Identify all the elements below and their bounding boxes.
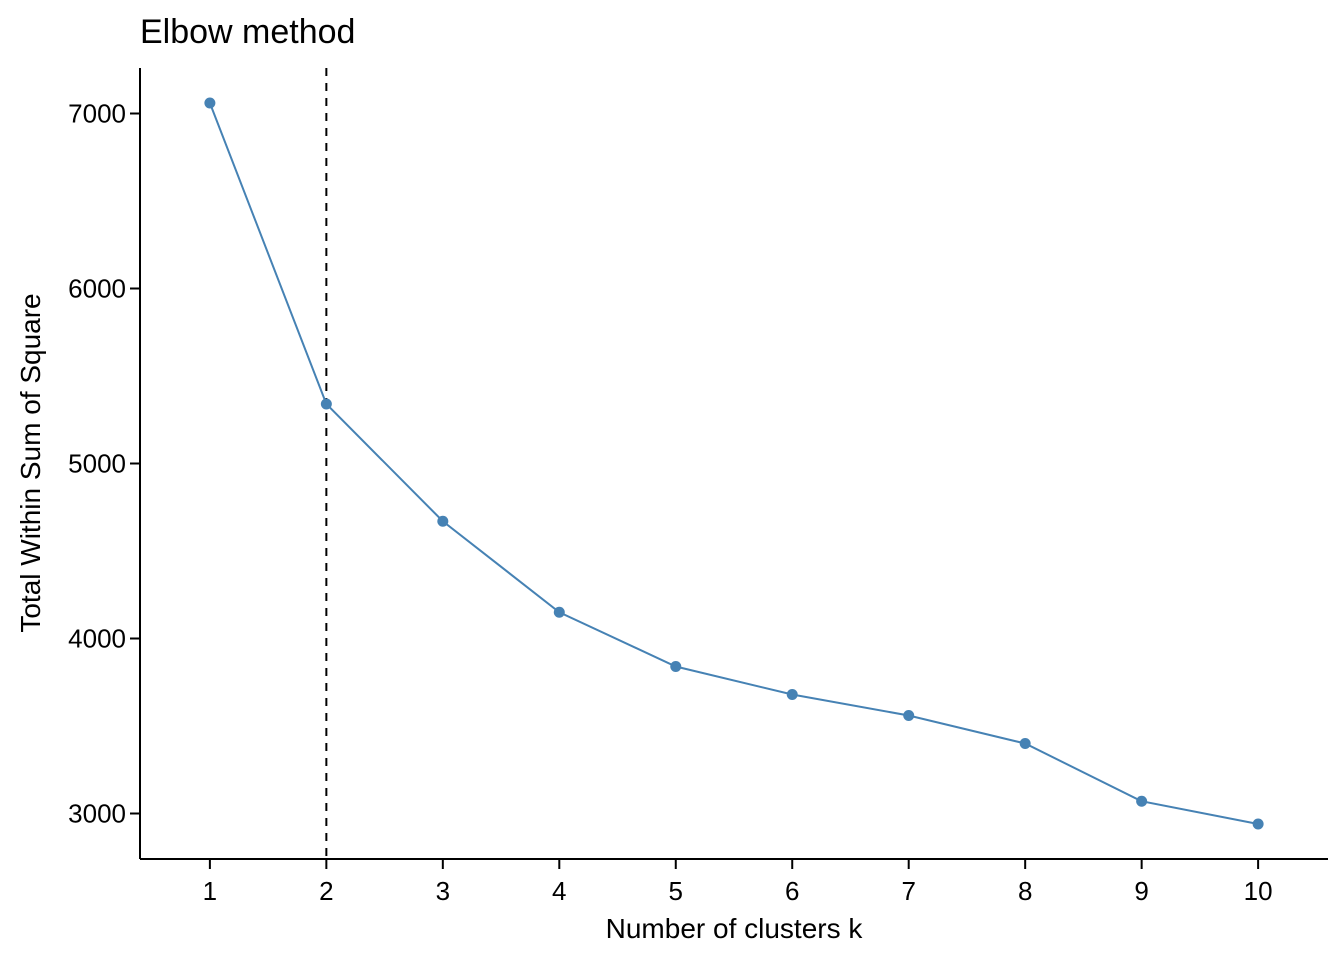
- x-tick-label: 4: [552, 876, 566, 906]
- data-point: [1019, 738, 1031, 749]
- data-point: [903, 710, 915, 721]
- y-tick-label: 6000: [68, 274, 126, 304]
- data-point: [204, 97, 216, 109]
- data-point: [320, 398, 332, 410]
- y-tick-label: 3000: [68, 799, 126, 829]
- plot-area: [204, 68, 1264, 859]
- x-tick-label: 8: [1018, 876, 1032, 906]
- data-point: [553, 606, 565, 618]
- data-point: [786, 689, 798, 700]
- x-tick-label: 1: [203, 876, 217, 906]
- x-tick-label: 5: [669, 876, 683, 906]
- x-tick-label: 3: [436, 876, 450, 906]
- data-point: [670, 661, 682, 672]
- y-tick-label: 7000: [68, 99, 126, 129]
- x-tick-label: 6: [785, 876, 799, 906]
- series-line: [208, 102, 1259, 825]
- chart-title: Elbow method: [140, 13, 355, 51]
- x-tick-label: 9: [1134, 876, 1148, 906]
- y-axis-ticks: 3000 4000 5000 6000 7000: [68, 99, 140, 829]
- data-point: [1252, 818, 1264, 830]
- x-axis-ticks: 1 2 3 4 5 6 7 8 9 10: [203, 859, 1273, 906]
- x-axis-label: Number of clusters k: [606, 913, 864, 944]
- x-tick-label: 7: [901, 876, 915, 906]
- x-tick-label: 10: [1244, 876, 1273, 906]
- y-tick-label: 5000: [68, 449, 126, 479]
- y-tick-label: 4000: [68, 624, 126, 654]
- x-tick-label: 2: [319, 876, 333, 906]
- data-point: [1136, 795, 1148, 807]
- data-point: [437, 515, 449, 527]
- y-axis-label: Total Within Sum of Square: [15, 293, 46, 632]
